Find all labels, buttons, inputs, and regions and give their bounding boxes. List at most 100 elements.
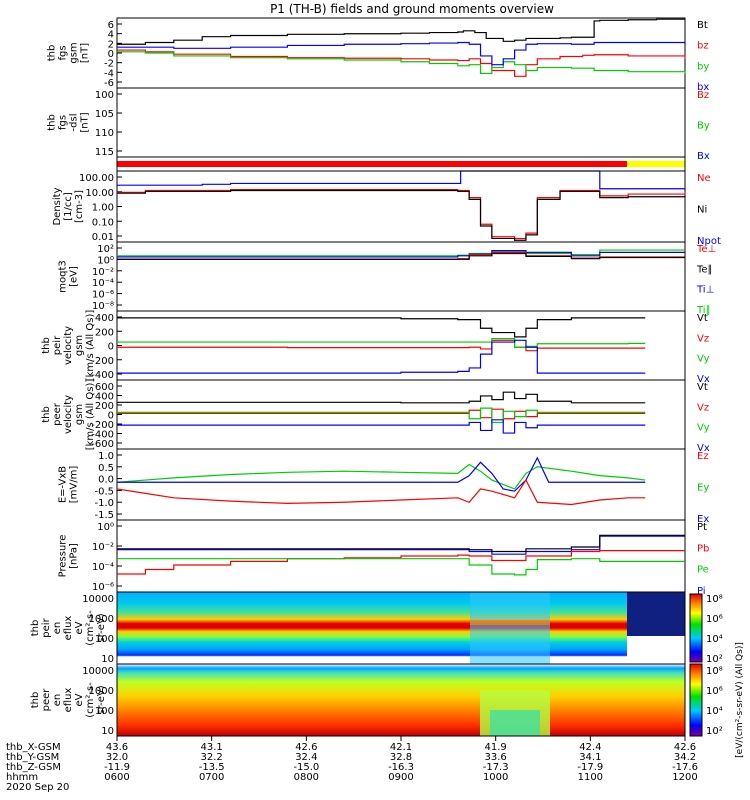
y-axis-label: -dsl bbox=[69, 114, 80, 132]
colorbar-label: [eV/(cm²-s-sr-eV) (All Qs)] bbox=[735, 642, 745, 758]
y-tick-label: 10000 bbox=[82, 594, 114, 605]
y-axis-label: sr-eV) bbox=[96, 685, 107, 714]
y-tick-label: 0.5 bbox=[98, 463, 114, 474]
y-axis-label: gsm bbox=[69, 42, 80, 63]
colorbar-tick: 10² bbox=[706, 654, 723, 665]
y-tick-label: 0.0 bbox=[98, 475, 114, 486]
y-axis-label: eflux bbox=[63, 688, 74, 713]
legend-Npot: Npot bbox=[697, 236, 721, 247]
legend-Pi: Pi bbox=[697, 586, 706, 597]
y-tick-label: 10⁻⁶ bbox=[92, 290, 114, 301]
y-axis-label: eV bbox=[74, 693, 85, 706]
y-tick-label: -0.5 bbox=[94, 486, 114, 497]
colorbar-tick: 10⁶ bbox=[706, 686, 723, 697]
series-Npot bbox=[117, 170, 686, 191]
y-axis-label: en bbox=[52, 622, 63, 635]
y-axis-label: [1/cc] bbox=[63, 192, 74, 221]
legend-Vx: Vx bbox=[697, 374, 710, 385]
y-axis-label: eflux bbox=[63, 616, 74, 641]
x-row-label: thb_Y-GSM bbox=[6, 752, 59, 763]
x-tick-label: 0700 bbox=[199, 772, 224, 783]
spectrogram-peir-gap bbox=[470, 592, 550, 664]
colorbar-peir bbox=[689, 593, 703, 663]
y-tick-label: 1000 bbox=[89, 686, 114, 697]
x-tick-label: -16.3 bbox=[388, 762, 414, 773]
spectrogram-peer bbox=[116, 663, 686, 737]
y-tick-label: 200 bbox=[95, 401, 114, 412]
x-tick-label: -17.9 bbox=[577, 762, 603, 773]
x-tick-label: 41.9 bbox=[485, 742, 507, 753]
legend-Vz: Vz bbox=[697, 333, 709, 344]
y-tick-label: 0 bbox=[108, 411, 114, 422]
colorbar-tick: 10² bbox=[706, 726, 723, 737]
legend-bx: bx bbox=[697, 82, 709, 93]
y-tick-label: 10000 bbox=[82, 666, 114, 677]
chart-title: P1 (TH-B) fields and ground moments over… bbox=[270, 2, 554, 16]
y-tick-label: 100 bbox=[95, 90, 114, 101]
colorbar-tick: 10⁴ bbox=[706, 634, 723, 645]
x-tick-label: 32.8 bbox=[390, 752, 412, 763]
legend-Pb: Pb bbox=[697, 543, 709, 554]
spectrogram-peir-field bbox=[117, 592, 685, 664]
spectrogram-peir bbox=[116, 591, 686, 665]
y-tick-label: -1.5 bbox=[94, 510, 114, 521]
legend-Vt: Vt bbox=[697, 313, 708, 324]
y-tick-label: 100 bbox=[95, 634, 114, 645]
y-tick-label: 10 bbox=[101, 654, 114, 665]
x-tick-label: -17.3 bbox=[483, 762, 509, 773]
mode-bar-frame bbox=[116, 156, 686, 172]
legend-Pe: Pe bbox=[697, 565, 709, 576]
legend-by: by bbox=[697, 61, 709, 72]
x-tick-label: 0800 bbox=[294, 772, 319, 783]
series-Ez bbox=[116, 478, 646, 506]
y-tick-label: 10⁻² bbox=[92, 267, 114, 278]
y-axis-label: Pressure bbox=[58, 535, 69, 578]
mode-bar-red bbox=[117, 161, 627, 167]
y-tick-label: 1.0 bbox=[98, 451, 114, 462]
y-axis-label: fgs bbox=[58, 115, 69, 130]
spectrogram-peir-empty bbox=[627, 636, 685, 664]
y-tick-label: -200 bbox=[91, 420, 114, 431]
panel-frame bbox=[116, 310, 686, 381]
y-tick-label: 0.10 bbox=[92, 217, 114, 228]
legend-Te⊥: Te⊥ bbox=[696, 244, 716, 255]
y-tick-label: 2 bbox=[108, 39, 114, 50]
panel-p4: 100.00 10.00 1.00 0.10 0.01 Density [1/cc] [cm-… bbox=[52, 170, 721, 247]
legend-Bx: Bx bbox=[697, 151, 710, 162]
y-axis-label: peir bbox=[41, 617, 52, 637]
y-tick-label: 10.00 bbox=[85, 188, 114, 199]
panel-p2: 100 105 110 115 thb fgs -dsl [nT] Bz By Bx bbox=[47, 87, 710, 162]
y-axis-label: [nPa] bbox=[69, 543, 80, 569]
y-axis-label: sr-eV) bbox=[96, 613, 107, 642]
y-tick-label: 0.01 bbox=[92, 232, 114, 243]
mode-bar-yellow bbox=[627, 161, 685, 167]
x-tick-label: 33.6 bbox=[485, 752, 507, 763]
y-tick-label: -6 bbox=[104, 78, 114, 89]
y-tick-label: 10⁻⁴ bbox=[92, 562, 114, 573]
legend-Bt: Bt bbox=[697, 20, 708, 31]
y-tick-label: 400 bbox=[95, 392, 114, 403]
series-Vx bbox=[117, 419, 646, 434]
series-by bbox=[117, 51, 686, 75]
legend-Bz: Bz bbox=[697, 90, 709, 101]
series-Ex bbox=[117, 456, 646, 492]
y-axis-label: thb bbox=[30, 620, 41, 637]
x-tick-label: 1200 bbox=[672, 772, 697, 783]
x-tick-label: 0600 bbox=[104, 772, 129, 783]
series-Vt bbox=[117, 317, 646, 338]
y-axis-label: [km/s (All Qs)] bbox=[85, 379, 96, 451]
y-tick-label: 10⁰ bbox=[97, 255, 114, 266]
y-tick-label: 110 bbox=[95, 128, 114, 139]
y-axis-label: [nT] bbox=[80, 43, 91, 63]
y-tick-label: 100.00 bbox=[79, 173, 114, 184]
y-axis-label: thb bbox=[41, 406, 52, 423]
y-axis-label: thb bbox=[41, 337, 52, 354]
y-axis-label: thb bbox=[47, 45, 58, 62]
y-axis-label: thb bbox=[47, 114, 58, 131]
y-axis-label: eV bbox=[74, 621, 85, 634]
series-Vz bbox=[117, 408, 646, 420]
x-tick-label: 43.1 bbox=[201, 742, 223, 753]
spectrogram-peer-field bbox=[117, 664, 685, 736]
